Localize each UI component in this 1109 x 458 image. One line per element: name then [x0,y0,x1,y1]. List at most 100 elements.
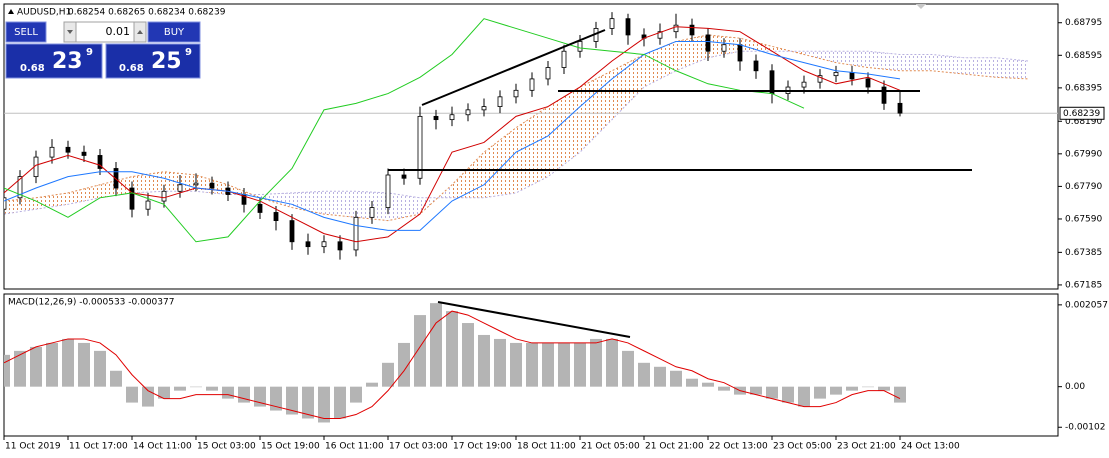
histogram-bar [510,342,522,387]
histogram-bar [798,386,810,407]
macd-plot [4,303,906,423]
candle-body [417,115,423,179]
cloud-segment [388,192,420,221]
buy-button[interactable] [147,21,201,43]
candle-body [577,41,583,52]
histogram-bar [206,386,218,391]
candle-body [353,216,359,251]
histogram-bar [894,386,906,403]
cloud-segment [964,57,996,78]
price-pane [3,3,1059,290]
x-tick-label: 18 Oct 11:00 [517,442,576,452]
candle-body [401,174,407,179]
candle-body [529,78,535,91]
candle-body [753,60,759,72]
histogram-bar [670,370,682,387]
histogram-bar [318,386,330,423]
drawings [388,29,972,338]
sell-price-base: 0.68 [20,63,45,74]
candle-body [129,187,135,210]
shift-marker [916,4,926,9]
candle-body [897,102,903,114]
x-tick-label: 11 Oct 2019 [5,442,61,452]
candle-body [65,146,71,153]
sell-button[interactable] [5,21,47,43]
candle-body [881,86,887,104]
sell-price-box[interactable] [5,43,103,79]
histogram-bar [126,386,138,403]
cloud-segment [644,41,676,88]
x-tick-label: 22 Oct 13:00 [709,442,768,452]
x-tick-label: 21 Oct 21:00 [645,442,704,452]
cloud-segment [804,51,836,63]
price-plot [4,12,1058,260]
histogram-bar [174,386,186,391]
header-icon [8,9,14,14]
candle-body [257,203,263,213]
buy-price-box[interactable] [105,43,201,79]
y-tick-label: 0.67185 [1065,280,1102,290]
histogram-bar [494,338,506,387]
candle-body [817,75,823,83]
candle-body [177,184,183,192]
histogram-bar [654,366,666,387]
y-tick-label: 0.67790 [1065,182,1102,192]
histogram-bar [750,386,762,395]
x-tick-label: 23 Oct 21:00 [837,442,896,452]
histogram-bar [78,342,90,387]
histogram-bar [638,362,650,387]
cloud-segment [484,127,516,198]
histogram-bar [446,311,458,387]
x-tick-label: 16 Oct 11:00 [325,442,384,452]
candle-body [4,197,7,210]
lot-value[interactable]: 0.01 [106,25,131,38]
indicator-line [4,26,901,243]
candle-body [561,50,567,68]
y-tick-label: 0.67385 [1065,248,1102,258]
cloud-segment [868,51,900,71]
histogram-bar [350,386,362,403]
y-tick-label: 0.68595 [1065,51,1102,61]
x-tick-label: 15 Oct 19:00 [261,442,320,452]
histogram-bar [142,386,154,407]
cloud-segment [996,57,1028,79]
y-tick-label: 0.67990 [1065,149,1102,159]
histogram-bar [814,386,826,399]
histogram-bar [782,386,794,403]
y-tick-label: 0.68190 [1065,117,1102,127]
candle-body [481,106,487,111]
indicator-line [4,18,805,243]
histogram-bar [270,386,282,411]
histogram-bar [46,342,58,387]
sell-label[interactable]: SELL [14,27,38,38]
candle-body [209,182,215,189]
cloud-segment [548,87,580,177]
histogram-bar [238,386,250,403]
indicator-line [4,40,901,231]
buy-label[interactable]: BUY [164,27,185,38]
histogram-bar [62,338,74,387]
candle-body [545,67,551,80]
chart-title: AUDUSD,H1 [17,8,71,18]
candle-body [161,190,167,202]
y-tick-label: 0.68395 [1065,83,1102,93]
cloud-segment [900,54,932,71]
candle-body [833,72,839,77]
candle-body [433,115,439,121]
histogram-bar [718,386,730,391]
candle-body [337,241,343,251]
y-tick-label: 0.002057 [1065,300,1108,310]
candle-body [289,220,295,243]
candle-body [609,18,615,29]
cloud-segment [292,191,324,215]
divergence-line [437,301,631,338]
candle-body [273,212,279,221]
histogram-bar [94,350,106,387]
x-tick-label: 23 Oct 05:00 [773,442,832,452]
histogram-bar [334,386,346,419]
candle-body [321,241,327,248]
cloud-span [4,34,1029,222]
lot-down-icon [67,30,73,34]
x-tick-label: 21 Oct 05:00 [581,442,640,452]
